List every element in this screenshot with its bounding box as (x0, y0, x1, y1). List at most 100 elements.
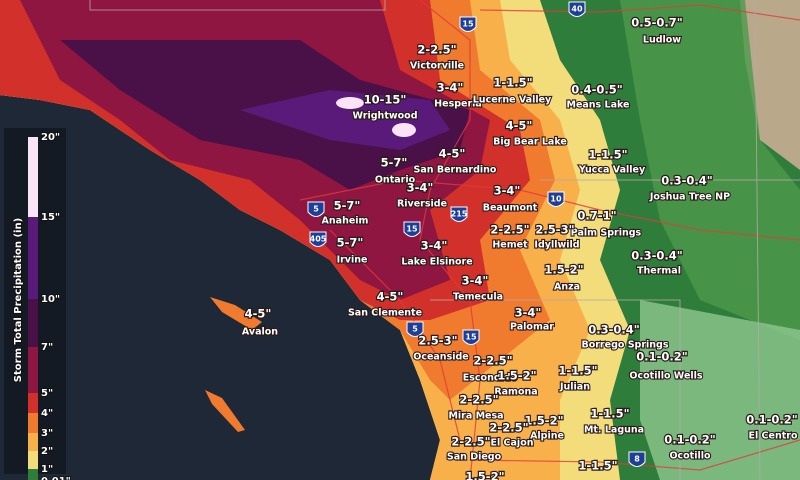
precip-amount: 1-1.5" (590, 407, 629, 421)
precip-amount: 0.7-1" (577, 209, 616, 223)
place-name: Joshua Tree NP (649, 192, 730, 203)
shield-icon (403, 221, 421, 237)
place-name: Julian (559, 382, 590, 393)
island-sanclemente (205, 390, 245, 432)
legend-swatch (28, 393, 38, 413)
place-name: Means Lake (566, 100, 629, 111)
legend-label: 5" (41, 388, 53, 399)
precip-amount: 1.5-2" (544, 263, 583, 277)
legend-title: Storm Total Precipitation (in) (13, 218, 24, 382)
place-name: Wrightwood (353, 111, 418, 122)
precip-amount: 0.1-0.2" (746, 413, 798, 427)
shield-number: 40 (571, 5, 583, 14)
shield-icon (462, 329, 480, 345)
legend-swatch (28, 469, 38, 480)
place-name: Palm Springs (571, 228, 642, 239)
band-white (392, 123, 416, 137)
shield-number: 5 (412, 325, 418, 334)
place-name: Avalon (242, 327, 278, 338)
precip-amount: 4-5" (439, 147, 466, 161)
shield-icon (309, 231, 327, 247)
precip-amount: 5-7" (334, 199, 361, 213)
shield-icon (406, 321, 424, 337)
shields: 40 15 10 215 15 5 405 5 15 8 (307, 1, 646, 467)
precip-amount: 4-5" (377, 290, 404, 304)
shield-number: 15 (465, 333, 477, 342)
precip-amount: 3-4" (462, 274, 489, 288)
place-name: Ramona (494, 387, 537, 398)
place-name: Irvine (337, 255, 368, 266)
legend-label: 0.01" (41, 476, 71, 480)
precip-amount: 0.5-0.7" (631, 16, 683, 30)
precip-amount: 2-2.5" (417, 43, 456, 57)
land-lightgreen (620, 0, 800, 340)
precip-amount: 3-4" (515, 306, 542, 320)
place-name: Oceanside (413, 352, 468, 363)
legend-label: 7" (41, 342, 53, 353)
band-white (336, 97, 364, 109)
precip-amount: 1.5-2" (497, 369, 536, 383)
shield-number: 15 (462, 20, 474, 29)
place-name: Anza (554, 282, 580, 293)
place-name: Hemet (492, 240, 528, 251)
place-name: Thermal (637, 266, 681, 277)
shield-icon (307, 201, 325, 217)
place-name: El Cajon (491, 438, 534, 449)
shield-icon (568, 1, 586, 17)
county-border (430, 299, 681, 480)
legend-label: 2" (41, 446, 53, 457)
precip-amount: 1-1.5" (558, 364, 597, 378)
precip-amount: 0.4-0.5" (571, 83, 623, 97)
legend-swatch (28, 413, 38, 433)
precip-amount: 3-4" (494, 184, 521, 198)
shield-number: 8 (634, 455, 640, 464)
county-border (89, 0, 386, 11)
borders (89, 0, 800, 480)
precip-amount: 1.5-2" (524, 414, 563, 428)
place-name: Hesperia (434, 99, 482, 110)
precip-amount: 2.5-3" (535, 223, 574, 237)
shield-number: 405 (310, 235, 327, 244)
place-name: Temecula (453, 292, 503, 303)
place-name: Anaheim (322, 216, 369, 227)
shield-icon (628, 451, 646, 467)
place-name: Escondido (463, 373, 518, 384)
precip-amount: 4-5" (506, 119, 533, 133)
place-name: Mt. Laguna (584, 425, 644, 436)
place-name: Ontario (375, 175, 416, 186)
precip-amount: 5-7" (337, 236, 364, 250)
shield-number: 15 (406, 225, 418, 234)
county-border (754, 0, 761, 480)
place-name: San Bernardino (414, 165, 497, 176)
precip-amount: 1-1.5" (578, 459, 617, 473)
place-name: San Clemente (348, 308, 422, 319)
place-name: Borrego Springs (581, 340, 668, 351)
place-name: Mira Mesa (448, 411, 503, 422)
precip-amount: 3-4" (407, 181, 434, 195)
place-labels: 2-2.5" Victorville 3-4" Hesperia 1-1.5" Lucer… (241, 14, 799, 480)
legend-label: 3" (41, 428, 53, 439)
shield-icon (450, 206, 468, 222)
shield-icon (547, 191, 565, 207)
precip-amount: 2-2.5" (473, 354, 512, 368)
precip-amount: 0.1-0.2" (664, 433, 716, 447)
legend-label: 4" (41, 408, 53, 419)
road (419, 0, 481, 480)
place-name: Idyllwild (534, 240, 579, 251)
legend-swatch (28, 217, 38, 299)
legend: Storm Total Precipitation (in) 20" 15" 10"… (4, 128, 72, 480)
place-name: Big Bear Lake (493, 137, 567, 148)
precip-amount: 4-5" (245, 307, 272, 321)
place-name: Lucerne Valley (473, 95, 552, 106)
precip-amount: 1-1.5" (493, 76, 532, 90)
precip-amount: 5-7" (381, 156, 408, 170)
place-name: Lake Elsinore (401, 257, 472, 268)
legend-swatch (28, 347, 38, 393)
place-name: Palomar (510, 322, 554, 333)
place-name: Riverside (397, 199, 447, 210)
precip-amount: 2-2.5" (459, 393, 498, 407)
legend-swatch (28, 451, 38, 469)
shield-number: 5 (313, 205, 319, 214)
shield-icon (459, 16, 477, 32)
